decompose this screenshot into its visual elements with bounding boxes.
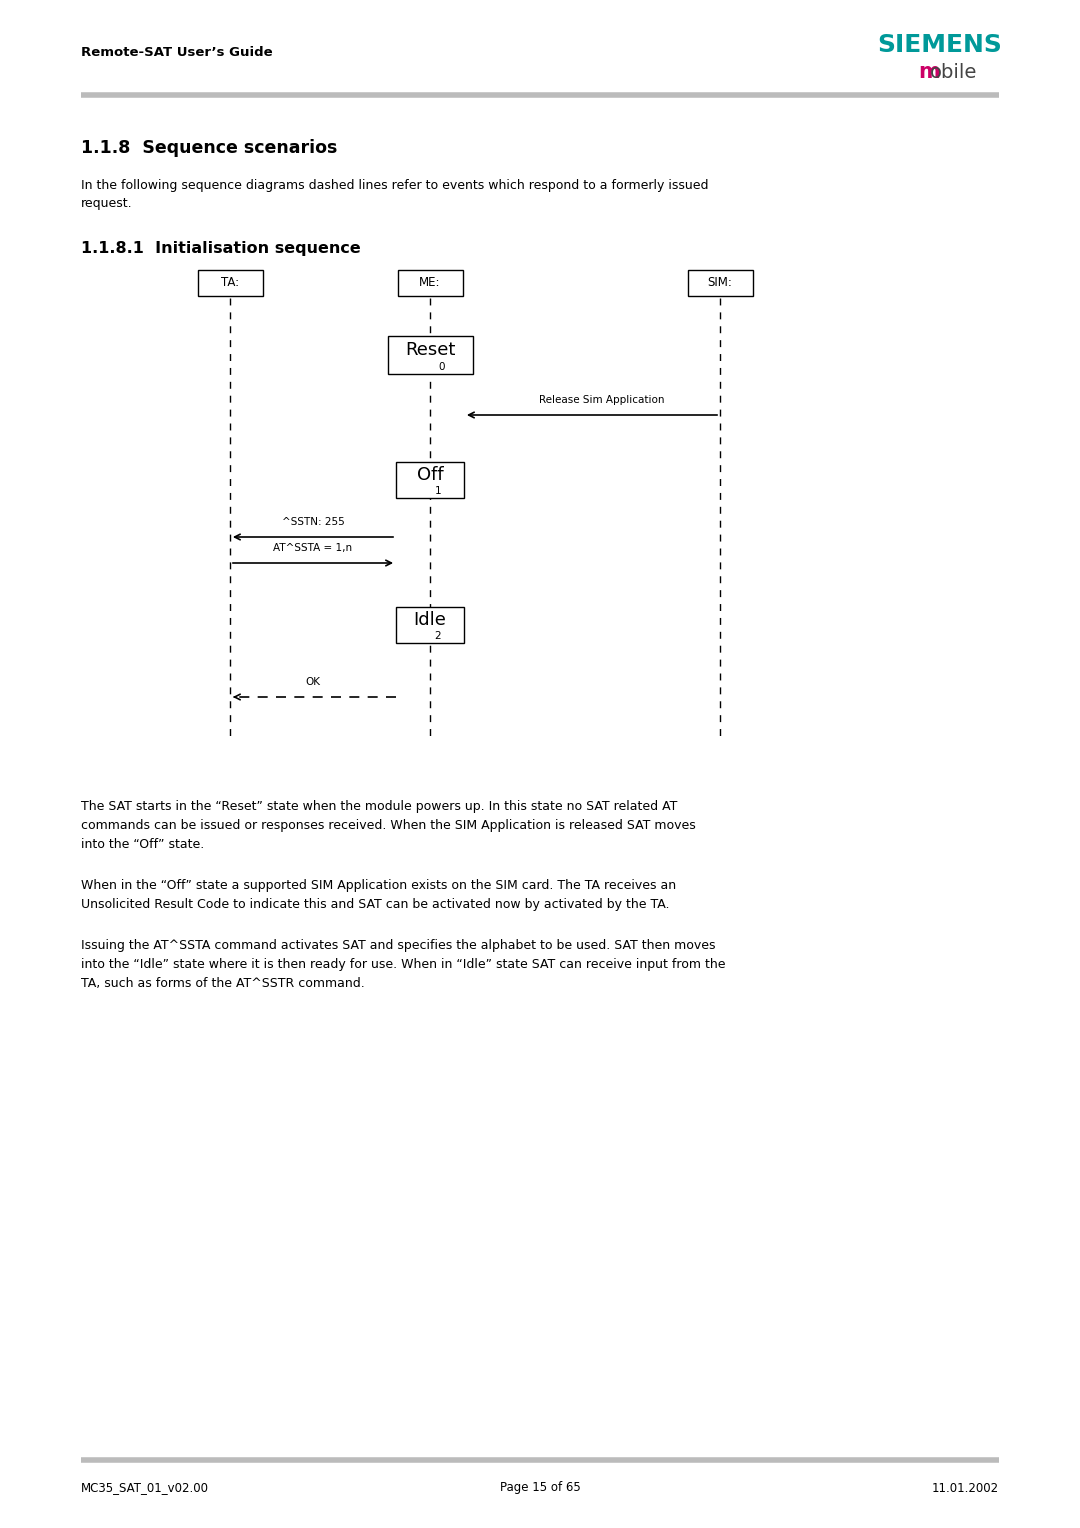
Bar (198, 270, 262, 296)
Text: 11.01.2002: 11.01.2002 (932, 1482, 999, 1494)
Bar (396, 461, 464, 498)
Text: 1: 1 (434, 486, 442, 497)
Text: Reset: Reset (405, 341, 455, 359)
Text: The SAT starts in the “Reset” state when the module powers up. In this state no : The SAT starts in the “Reset” state when… (81, 801, 677, 813)
Text: OK: OK (306, 677, 321, 688)
Text: MC35_SAT_01_v02.00: MC35_SAT_01_v02.00 (81, 1482, 210, 1494)
Text: 1.1.8  Sequence scenarios: 1.1.8 Sequence scenarios (81, 139, 337, 157)
Text: TA, such as forms of the AT^SSTR command.: TA, such as forms of the AT^SSTR command… (81, 976, 365, 990)
Text: In the following sequence diagrams dashed lines refer to events which respond to: In the following sequence diagrams dashe… (81, 179, 708, 191)
Text: ME:: ME: (419, 277, 441, 289)
Text: into the “Idle” state where it is then ready for use. When in “Idle” state SAT c: into the “Idle” state where it is then r… (81, 958, 726, 970)
Text: TA:: TA: (221, 277, 239, 289)
Text: Issuing the AT^SSTA command activates SAT and specifies the alphabet to be used.: Issuing the AT^SSTA command activates SA… (81, 940, 715, 952)
Text: Remote-SAT User’s Guide: Remote-SAT User’s Guide (81, 46, 272, 58)
Bar (388, 336, 473, 374)
Text: 1.1.8.1  Initialisation sequence: 1.1.8.1 Initialisation sequence (81, 240, 361, 255)
Bar (397, 270, 462, 296)
Text: Idle: Idle (414, 611, 446, 630)
Bar (688, 270, 753, 296)
Text: m: m (918, 63, 940, 83)
Text: into the “Off” state.: into the “Off” state. (81, 837, 204, 851)
Text: Unsolicited Result Code to indicate this and SAT can be activated now by activat: Unsolicited Result Code to indicate this… (81, 898, 670, 911)
Text: SIM:: SIM: (707, 277, 732, 289)
Text: When in the “Off” state a supported SIM Application exists on the SIM card. The : When in the “Off” state a supported SIM … (81, 879, 676, 892)
Text: AT^SSTA = 1,n: AT^SSTA = 1,n (273, 542, 352, 553)
Text: Page 15 of 65: Page 15 of 65 (500, 1482, 580, 1494)
Text: commands can be issued or responses received. When the SIM Application is releas: commands can be issued or responses rece… (81, 819, 696, 833)
Text: Off: Off (417, 466, 443, 484)
Text: 2: 2 (434, 631, 442, 642)
Text: ^SSTN: 255: ^SSTN: 255 (282, 516, 345, 527)
Text: 0: 0 (438, 362, 445, 371)
Bar (396, 607, 464, 643)
Text: Release Sim Application: Release Sim Application (539, 396, 665, 405)
Text: obile: obile (930, 63, 977, 81)
Text: SIEMENS: SIEMENS (878, 34, 1002, 57)
Text: request.: request. (81, 197, 133, 211)
